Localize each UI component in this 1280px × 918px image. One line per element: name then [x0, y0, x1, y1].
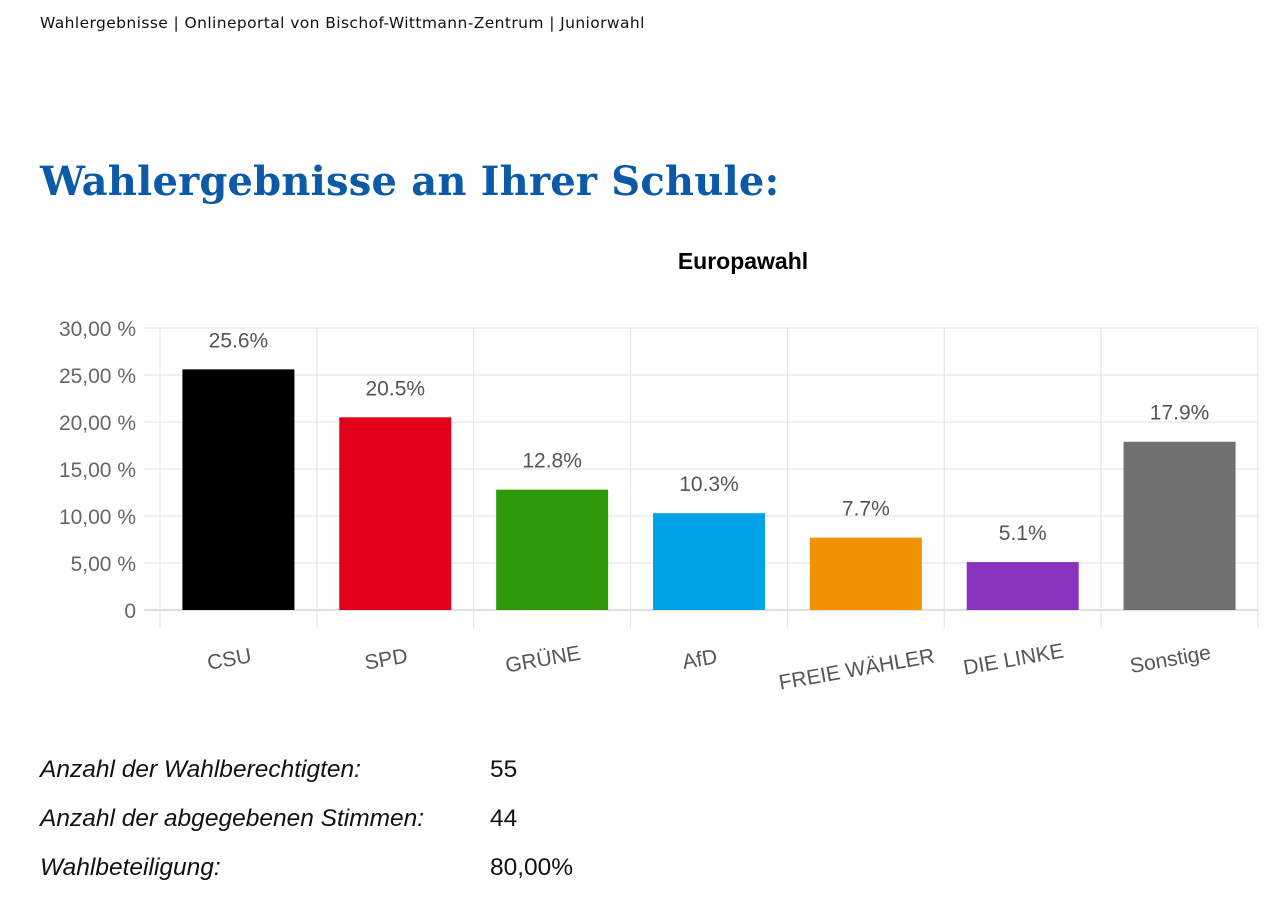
- bar-data-label: 20.5%: [366, 377, 426, 400]
- x-tick-label: GRÜNE: [504, 642, 583, 678]
- stat-label: Anzahl der Wahlberechtigten:: [40, 756, 361, 783]
- y-tick-label: 25,00 %: [59, 365, 136, 388]
- stat-label: Wahlbeteiligung:: [40, 854, 221, 881]
- breadcrumb: Wahlergebnisse | Onlineportal von Bischo…: [40, 14, 645, 32]
- y-axis-tick-labels: 0 5,00 % 10,00 % 15,00 % 20,00 % 25,00 % 30,00…: [59, 318, 136, 623]
- bar-data-label: 10.3%: [679, 473, 739, 496]
- chart-data-labels: 25.6% 20.5% 12.8% 10.3% 7.7% 5.1% 17.9%: [209, 329, 1210, 545]
- x-tick-label: AfD: [681, 645, 719, 674]
- y-tick-label: 30,00 %: [59, 318, 136, 341]
- stat-value: 80,00%: [490, 854, 574, 881]
- bar-afd: [653, 513, 765, 610]
- bar-csu: [182, 369, 295, 610]
- chart-bars: [182, 369, 1236, 610]
- x-tick-label: FREIE WÄHLER: [777, 645, 936, 695]
- chart-title: Europawahl: [677, 248, 809, 274]
- stat-value: 44: [490, 805, 518, 832]
- page-title: Wahlergebnisse an Ihrer Schule:: [40, 158, 780, 205]
- x-tick-label: CSU: [205, 644, 253, 674]
- y-tick-label: 15,00 %: [59, 459, 136, 482]
- bar-data-label: 5.1%: [999, 522, 1047, 545]
- y-tick-label: 10,00 %: [59, 506, 136, 529]
- y-tick-label: 0: [124, 600, 136, 623]
- bar-sonstige: [1123, 441, 1236, 610]
- stat-label: Anzahl der abgegebenen Stimmen:: [40, 805, 425, 832]
- y-tick-label: 5,00 %: [71, 553, 136, 576]
- stat-value: 55: [490, 756, 518, 783]
- bar-data-label: 25.6%: [209, 329, 269, 352]
- x-axis-tick-labels: CSU SPD GRÜNE AfD FREIE WÄHLER DIE LINKE Sonst…: [205, 639, 1212, 694]
- bar-grüne: [496, 489, 609, 610]
- x-tick-label: DIE LINKE: [962, 639, 1066, 679]
- y-tick-label: 20,00 %: [59, 412, 136, 435]
- bar-spd: [339, 417, 452, 610]
- bar-data-label: 7.7%: [842, 498, 890, 521]
- bar-freie-wähler: [809, 537, 922, 610]
- bar-die-linke: [966, 562, 1079, 610]
- chart-gridlines: [144, 327, 1259, 628]
- bar-data-label: 12.8%: [522, 450, 582, 473]
- x-tick-label: Sonstige: [1128, 641, 1212, 678]
- bar-data-label: 17.9%: [1150, 402, 1210, 425]
- x-tick-label: SPD: [363, 645, 410, 675]
- bar-chart: 0 5,00 % 10,00 % 15,00 % 20,00 % 25,00 % 30,00…: [59, 318, 1259, 695]
